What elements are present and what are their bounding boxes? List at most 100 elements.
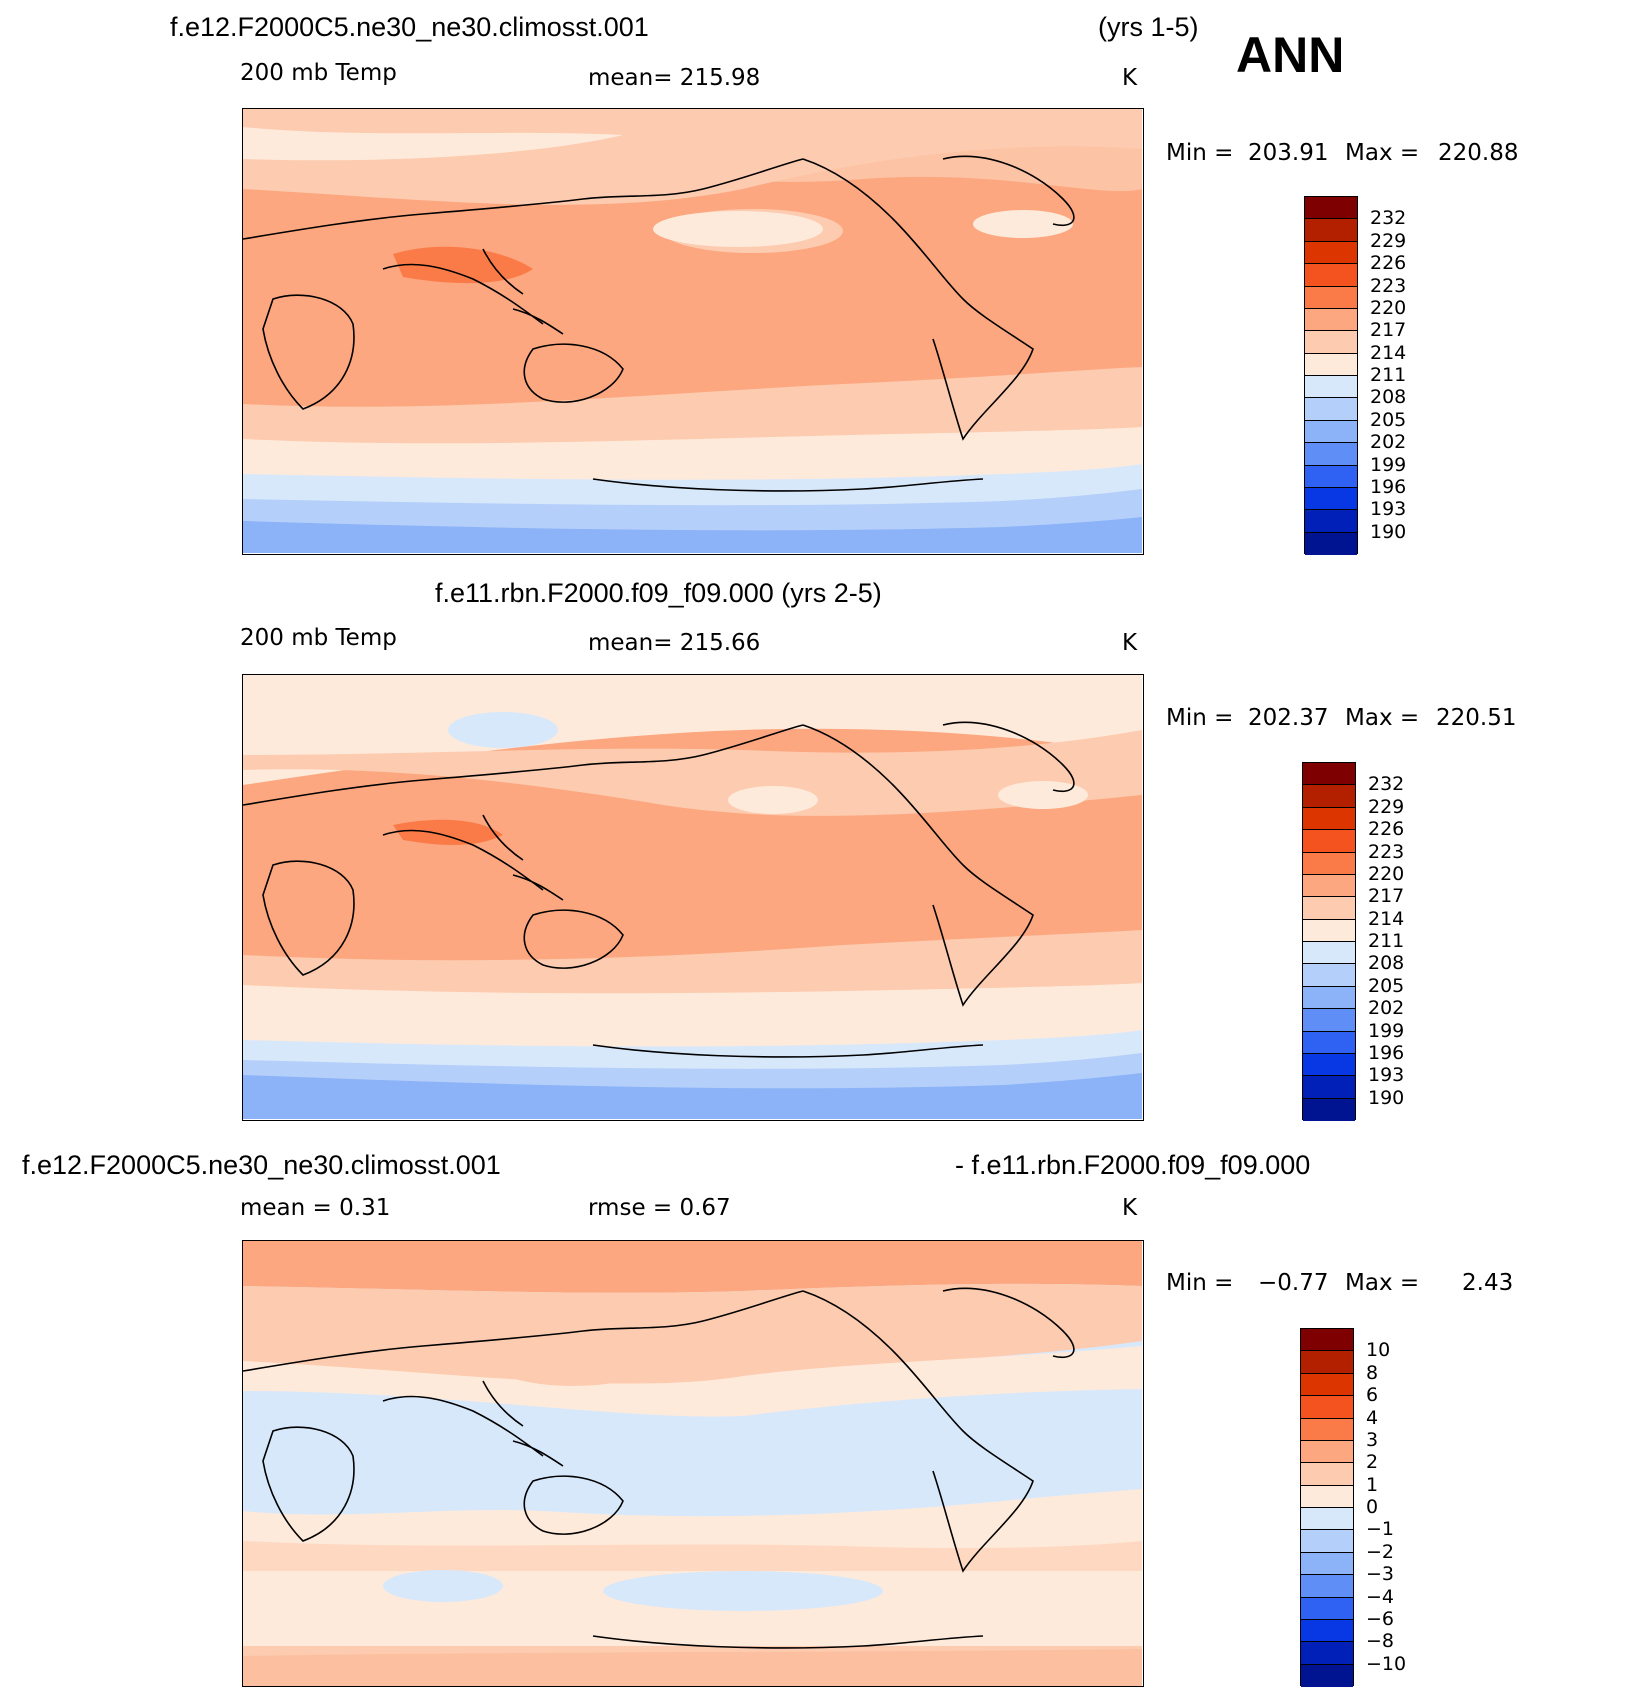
colorbar-label: 202 — [1368, 997, 1405, 1020]
colorbar-label: −8 — [1366, 1630, 1395, 1653]
colorbar-label: 196 — [1370, 475, 1407, 498]
colorbar-label: 214 — [1368, 907, 1405, 930]
colorbar-box — [1303, 1009, 1355, 1032]
colorbar-label: 214 — [1370, 341, 1407, 364]
colorbar-label: 202 — [1370, 431, 1407, 454]
colorbar-box — [1305, 376, 1357, 399]
colorbar-box — [1301, 1642, 1353, 1665]
colorbar-label: 211 — [1370, 364, 1407, 386]
colorbar-label: 193 — [1368, 1064, 1405, 1087]
panel2-variable: 200 mb Temp — [240, 625, 397, 651]
panel3-title-left: f.e12.F2000C5.ne30_ne30.climosst.001 — [22, 1150, 501, 1180]
colorbar-box — [1305, 219, 1357, 242]
colorbar-label: 223 — [1370, 274, 1407, 297]
colorbar-box — [1301, 1351, 1353, 1374]
panel3-colorbar — [1300, 1328, 1354, 1687]
panel2-min-label: Min = — [1166, 705, 1234, 731]
colorbar-label: 229 — [1370, 229, 1407, 252]
panel3-max-label: Max = — [1345, 1270, 1420, 1296]
panel3-min-value: −0.77 — [1258, 1270, 1329, 1296]
colorbar-box — [1303, 807, 1355, 831]
panel2-max-label: Max = — [1345, 705, 1420, 731]
colorbar-box — [1303, 874, 1355, 898]
colorbar-box — [1303, 897, 1355, 920]
colorbar-box — [1305, 398, 1357, 421]
panel1-map — [242, 108, 1144, 555]
colorbar-box — [1301, 1664, 1353, 1687]
colorbar-box — [1305, 465, 1357, 488]
colorbar-box — [1305, 532, 1357, 555]
colorbar-box — [1301, 1619, 1353, 1643]
panel3-map — [242, 1240, 1144, 1687]
colorbar-label: 0 — [1366, 1496, 1379, 1518]
season-label: ANN — [1236, 27, 1345, 83]
panel2-mean: mean= 215.66 — [588, 630, 761, 656]
panel1-colorbar — [1304, 196, 1358, 555]
panel2-colorbar — [1302, 762, 1356, 1121]
colorbar-box — [1301, 1508, 1353, 1531]
colorbar-box — [1301, 1463, 1353, 1486]
colorbar-label: 190 — [1368, 1086, 1405, 1109]
colorbar-box — [1305, 510, 1357, 533]
panel3-title-right: - f.e11.rbn.F2000.f09_f09.000 — [955, 1150, 1311, 1180]
panel1-units: K — [1122, 65, 1138, 91]
panel1-mean: mean= 215.98 — [588, 65, 761, 91]
panel3-max-value: 2.43 — [1462, 1270, 1514, 1296]
colorbar-label: 229 — [1368, 795, 1405, 818]
colorbar-label: −3 — [1366, 1563, 1395, 1586]
colorbar-label: 4 — [1366, 1406, 1379, 1429]
colorbar-box — [1303, 852, 1355, 875]
colorbar-box — [1303, 942, 1355, 965]
colorbar-box — [1305, 443, 1357, 466]
colorbar-box — [1303, 1031, 1355, 1054]
case1-years: (yrs 1-5) — [1098, 12, 1199, 42]
colorbar-label: 226 — [1370, 252, 1407, 275]
colorbar-box — [1303, 1076, 1355, 1099]
colorbar-box — [1301, 1485, 1353, 1508]
panel1-max-label: Max = — [1345, 140, 1420, 166]
colorbar-box — [1301, 1440, 1353, 1464]
colorbar-label: 3 — [1366, 1428, 1379, 1451]
colorbar-label: 208 — [1368, 952, 1405, 975]
colorbar-box — [1305, 197, 1357, 220]
colorbar-label: 199 — [1370, 453, 1407, 476]
colorbar-box — [1303, 830, 1355, 853]
colorbar-label: 217 — [1368, 885, 1405, 908]
colorbar-box — [1301, 1373, 1353, 1397]
colorbar-label: 217 — [1370, 319, 1407, 342]
colorbar-box — [1303, 1053, 1355, 1077]
colorbar-label: 205 — [1370, 408, 1407, 431]
colorbar-box — [1303, 919, 1355, 942]
colorbar-label: 2 — [1366, 1451, 1379, 1474]
colorbar-label: 196 — [1368, 1041, 1405, 1064]
panel2-min-value: 202.37 — [1248, 705, 1329, 731]
colorbar-box — [1301, 1418, 1353, 1441]
colorbar-box — [1303, 1098, 1355, 1121]
colorbar-box — [1301, 1329, 1353, 1352]
panel2-max-value: 220.51 — [1436, 705, 1517, 731]
panel2-title: f.e11.rbn.F2000.f09_f09.000 (yrs 2-5) — [435, 578, 882, 608]
colorbar-label: 232 — [1370, 207, 1407, 230]
colorbar-label: −6 — [1366, 1607, 1395, 1630]
panel3-units: K — [1122, 1195, 1138, 1221]
colorbar-label: −10 — [1366, 1652, 1407, 1675]
colorbar-box — [1303, 986, 1355, 1010]
colorbar-box — [1305, 331, 1357, 354]
colorbar-label: 190 — [1370, 520, 1407, 543]
colorbar-label: 208 — [1370, 386, 1407, 409]
colorbar-label: 232 — [1368, 773, 1405, 796]
colorbar-label: −2 — [1366, 1540, 1395, 1563]
case1-title: f.e12.F2000C5.ne30_ne30.climosst.001 — [170, 12, 649, 42]
colorbar-label: 8 — [1366, 1361, 1379, 1384]
colorbar-label: 226 — [1368, 818, 1405, 841]
colorbar-label: −1 — [1366, 1518, 1395, 1541]
colorbar-box — [1305, 286, 1357, 309]
colorbar-box — [1305, 264, 1357, 287]
colorbar-label: 193 — [1370, 498, 1407, 521]
colorbar-label: 6 — [1366, 1384, 1379, 1407]
panel3-min-label: Min = — [1166, 1270, 1234, 1296]
colorbar-box — [1303, 763, 1355, 786]
colorbar-label: 211 — [1368, 930, 1405, 952]
colorbar-box — [1305, 308, 1357, 332]
colorbar-box — [1305, 487, 1357, 511]
